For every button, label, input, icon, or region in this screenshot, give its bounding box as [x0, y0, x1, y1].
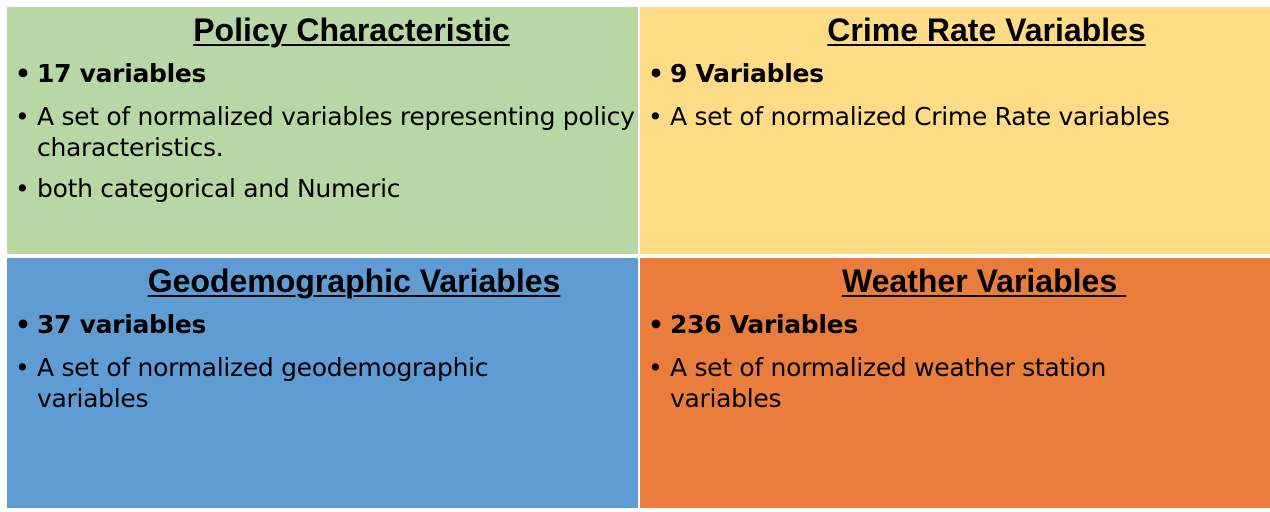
bullet-item: A set of normalized variables representi…: [15, 101, 638, 163]
bullet-item: 236 Variables: [648, 309, 1170, 340]
panel-weather-variables: Weather Variables 236 Variables A set of…: [640, 258, 1270, 508]
panel-title: Crime Rate Variables: [827, 12, 1146, 48]
bullet-item: 9 Variables: [648, 58, 1270, 89]
bullet-list: 17 variables A set of normalized variabl…: [15, 58, 638, 204]
bullet-item: A set of normalized weather station vari…: [648, 352, 1170, 414]
panel-policy-characteristic: Policy Characteristic 17 variables A set…: [7, 7, 638, 254]
bullet-list: 37 variables A set of normalized geodemo…: [15, 309, 638, 414]
bullet-item: A set of normalized Crime Rate variables: [648, 101, 1270, 132]
bullet-list: 236 Variables A set of normalized weathe…: [648, 309, 1270, 414]
bullet-item: 17 variables: [15, 58, 638, 89]
bullet-item: A set of normalized geodemographic varia…: [15, 352, 538, 414]
panel-geodemographic-variables: Geodemographic Variables 37 variables A …: [7, 258, 638, 508]
bullet-item: both categorical and Numeric: [15, 173, 638, 204]
bullet-item: 37 variables: [15, 309, 538, 340]
panel-crime-rate-variables: Crime Rate Variables 9 Variables A set o…: [640, 7, 1270, 254]
panel-title: Geodemographic Variables: [147, 263, 561, 299]
panel-title: Policy Characteristic: [193, 12, 510, 48]
bullet-list: 9 Variables A set of normalized Crime Ra…: [648, 58, 1270, 132]
panel-title: Weather Variables: [842, 263, 1126, 299]
